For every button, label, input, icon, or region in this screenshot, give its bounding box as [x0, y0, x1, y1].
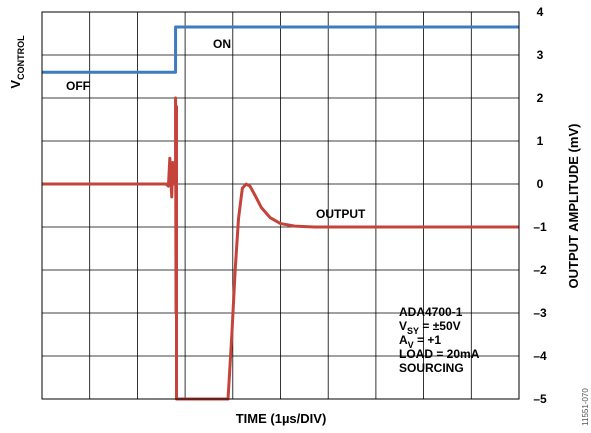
- figure-id: 11551-070: [581, 388, 590, 426]
- off-label: OFF: [66, 79, 90, 93]
- y-tick-label: 4: [537, 5, 544, 19]
- condition-line: LOAD = 20mA: [399, 347, 480, 361]
- series-line: [42, 96, 519, 401]
- y-tick-label: 0: [537, 177, 544, 191]
- series-line: [42, 25, 519, 74]
- y-axis-label-left: VCONTROL: [8, 35, 26, 89]
- condition-line: ADA4700-1: [399, 305, 463, 319]
- condition-line: VSY = ±50V: [399, 319, 461, 336]
- y-tick-labels: 4 3 2 1 0 –1 –2 –3 –4 –5: [533, 5, 547, 406]
- output-label: OUTPUT: [316, 207, 366, 221]
- y-tick-label: –4: [533, 349, 547, 363]
- y-tick-label: 2: [537, 91, 544, 105]
- x-axis-label: TIME (1µs/DIV): [236, 411, 327, 426]
- condition-line: SOURCING: [399, 361, 464, 375]
- y-tick-label: 1: [537, 134, 544, 148]
- y-tick-label: –1: [533, 220, 547, 234]
- on-label: ON: [213, 37, 231, 51]
- y-tick-label: 3: [537, 48, 544, 62]
- vcontrol-sub: CONTROL: [16, 35, 26, 80]
- y-axis-label-right: OUTPUT AMPLITUDE (mV): [566, 124, 581, 289]
- condition-line: AV = +1: [399, 333, 441, 350]
- y-tick-label: –5: [533, 392, 547, 406]
- chart-grid: [42, 12, 519, 399]
- vcontrol-main: V: [8, 80, 23, 89]
- y-tick-label: –3: [533, 306, 547, 320]
- chart-series: [42, 25, 519, 401]
- plot-frame: [41, 11, 520, 400]
- y-tick-label: –2: [533, 263, 547, 277]
